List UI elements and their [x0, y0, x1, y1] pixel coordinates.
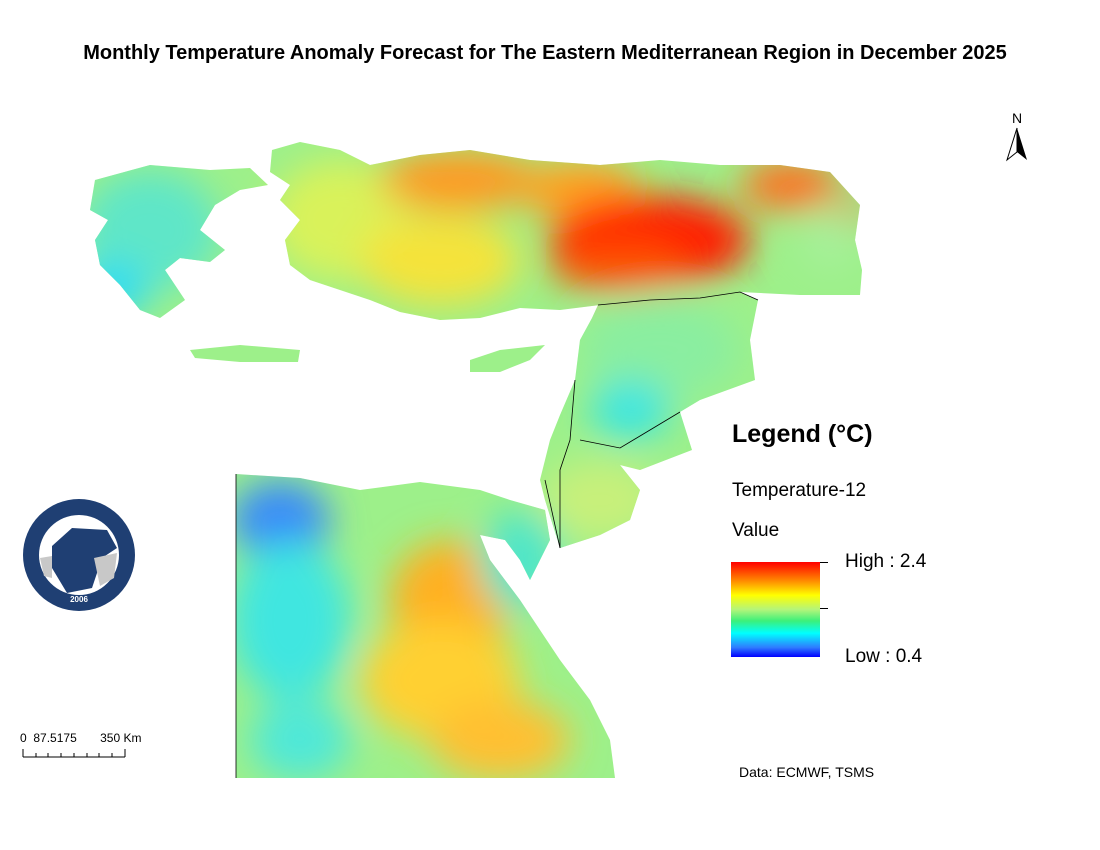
scale-label-end: 350 — [100, 731, 121, 745]
scale-bar-ticks — [22, 749, 126, 758]
map-title: Monthly Temperature Anomaly Forecast for… — [83, 42, 1007, 64]
scale-unit: Km — [123, 731, 142, 745]
legend-high-label: High : 2.4 — [845, 551, 927, 572]
legend-low-label: Low : 0.4 — [845, 646, 923, 667]
legend-tick-mid — [820, 608, 828, 609]
emcc-logo: 2006 — [22, 498, 136, 617]
legend-field-name: Value — [732, 520, 780, 541]
scale-label-0: 0 — [20, 731, 27, 745]
legend-color-ramp — [731, 562, 820, 657]
legend-layer-name: Temperature-12 — [732, 480, 867, 501]
legend-tick-high — [820, 562, 828, 563]
north-arrow-icon — [1006, 127, 1027, 162]
country-borders — [235, 291, 759, 778]
data-source: Data: ECMWF, TSMS — [739, 764, 875, 780]
legend-title: Legend (°C) — [732, 420, 873, 448]
svg-text:2006: 2006 — [70, 595, 88, 604]
north-arrow: N — [1002, 110, 1032, 167]
scale-bar: 0 87.5175 350 Km — [20, 731, 141, 762]
north-label: N — [1011, 110, 1023, 126]
scale-label-mid: 87.5175 — [33, 731, 77, 745]
